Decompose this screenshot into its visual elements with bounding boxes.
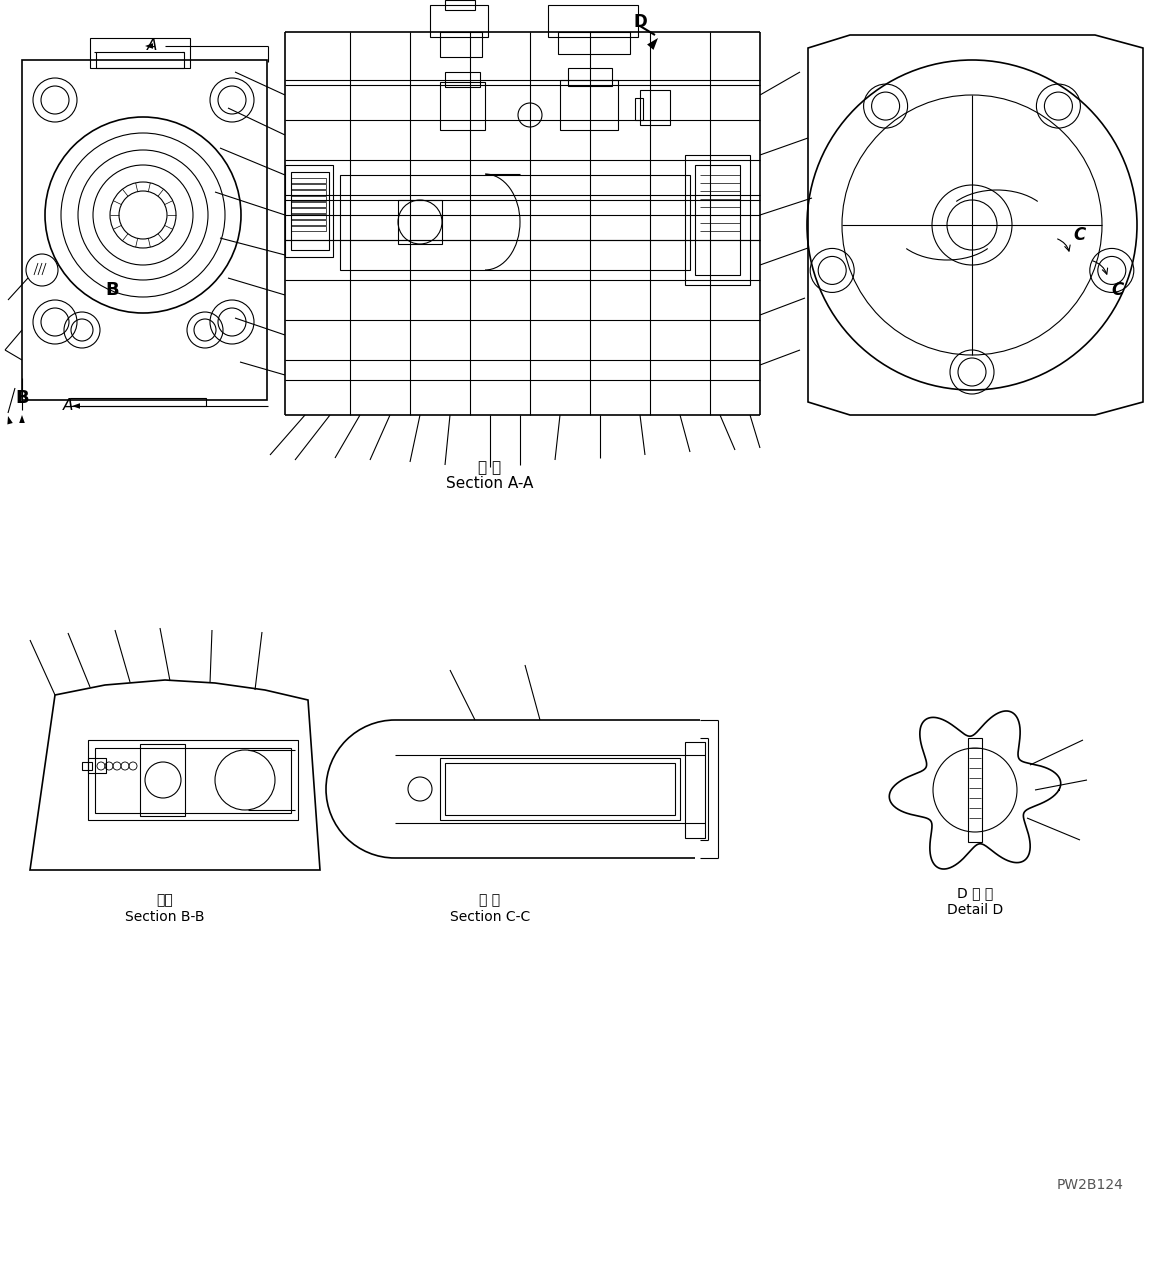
Bar: [640, 90, 670, 125]
Bar: [88, 740, 298, 820]
Text: B: B: [15, 389, 29, 407]
Text: Detail D: Detail D: [947, 902, 1003, 916]
Bar: [96, 52, 185, 68]
Bar: [291, 227, 326, 230]
Text: A: A: [63, 398, 74, 413]
Polygon shape: [647, 38, 658, 50]
Bar: [82, 762, 92, 771]
Bar: [291, 172, 329, 250]
Text: A: A: [147, 38, 158, 54]
Text: D 詳 細: D 詳 細: [957, 886, 993, 900]
Polygon shape: [19, 415, 25, 422]
Bar: [291, 184, 326, 189]
Bar: [291, 220, 326, 225]
Bar: [445, 72, 480, 87]
Bar: [291, 189, 326, 195]
Bar: [440, 82, 485, 131]
Text: C: C: [1112, 282, 1124, 300]
Text: Section A-A: Section A-A: [446, 476, 534, 492]
Text: B: B: [105, 282, 119, 300]
Bar: [291, 207, 326, 212]
Bar: [548, 5, 638, 37]
Text: PW2B124: PW2B124: [1057, 1178, 1124, 1192]
Text: D: D: [633, 13, 647, 31]
Text: 断 面: 断 面: [479, 461, 501, 475]
Bar: [340, 175, 690, 270]
Bar: [291, 202, 326, 207]
Bar: [95, 748, 291, 813]
Bar: [140, 744, 185, 817]
Bar: [684, 155, 750, 285]
Bar: [695, 165, 741, 275]
Bar: [430, 5, 488, 37]
Bar: [568, 68, 612, 86]
Bar: [440, 758, 680, 820]
Bar: [398, 200, 442, 244]
Text: 断面: 断面: [157, 893, 173, 908]
Bar: [445, 763, 675, 815]
Bar: [558, 32, 630, 54]
Bar: [70, 398, 206, 406]
Bar: [440, 32, 482, 58]
Bar: [559, 79, 618, 131]
Bar: [285, 165, 333, 257]
Polygon shape: [72, 403, 79, 408]
Text: C: C: [1073, 227, 1086, 244]
Bar: [445, 0, 475, 10]
Text: 断 面: 断 面: [479, 893, 501, 908]
Text: Section B-B: Section B-B: [125, 910, 204, 924]
Text: Section C-C: Section C-C: [450, 910, 530, 924]
Bar: [684, 742, 705, 838]
Bar: [291, 178, 326, 183]
Bar: [291, 214, 326, 219]
Polygon shape: [145, 44, 153, 49]
Bar: [90, 38, 190, 68]
Bar: [291, 196, 326, 201]
Bar: [88, 758, 106, 773]
Bar: [635, 99, 644, 120]
Polygon shape: [7, 416, 13, 425]
Bar: [22, 60, 267, 399]
Bar: [968, 739, 982, 842]
